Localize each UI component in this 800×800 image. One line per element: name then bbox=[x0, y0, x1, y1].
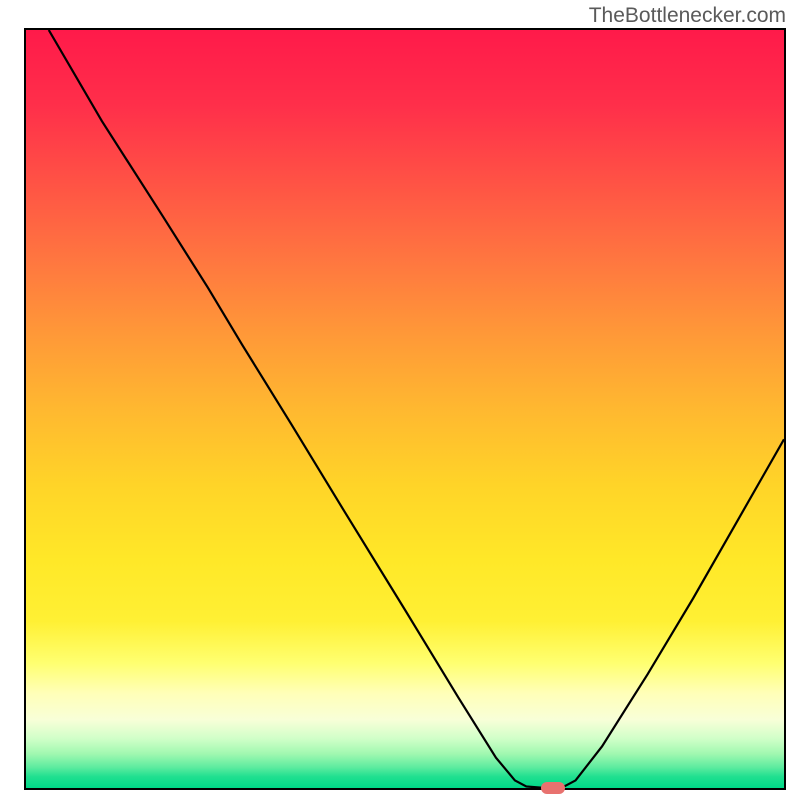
curve-path bbox=[49, 30, 784, 788]
chart-container: TheBottlenecker.com bbox=[0, 0, 800, 800]
bottleneck-curve bbox=[26, 30, 784, 788]
watermark-text: TheBottlenecker.com bbox=[589, 4, 786, 28]
optimal-marker bbox=[541, 782, 565, 794]
plot-area bbox=[24, 28, 786, 790]
